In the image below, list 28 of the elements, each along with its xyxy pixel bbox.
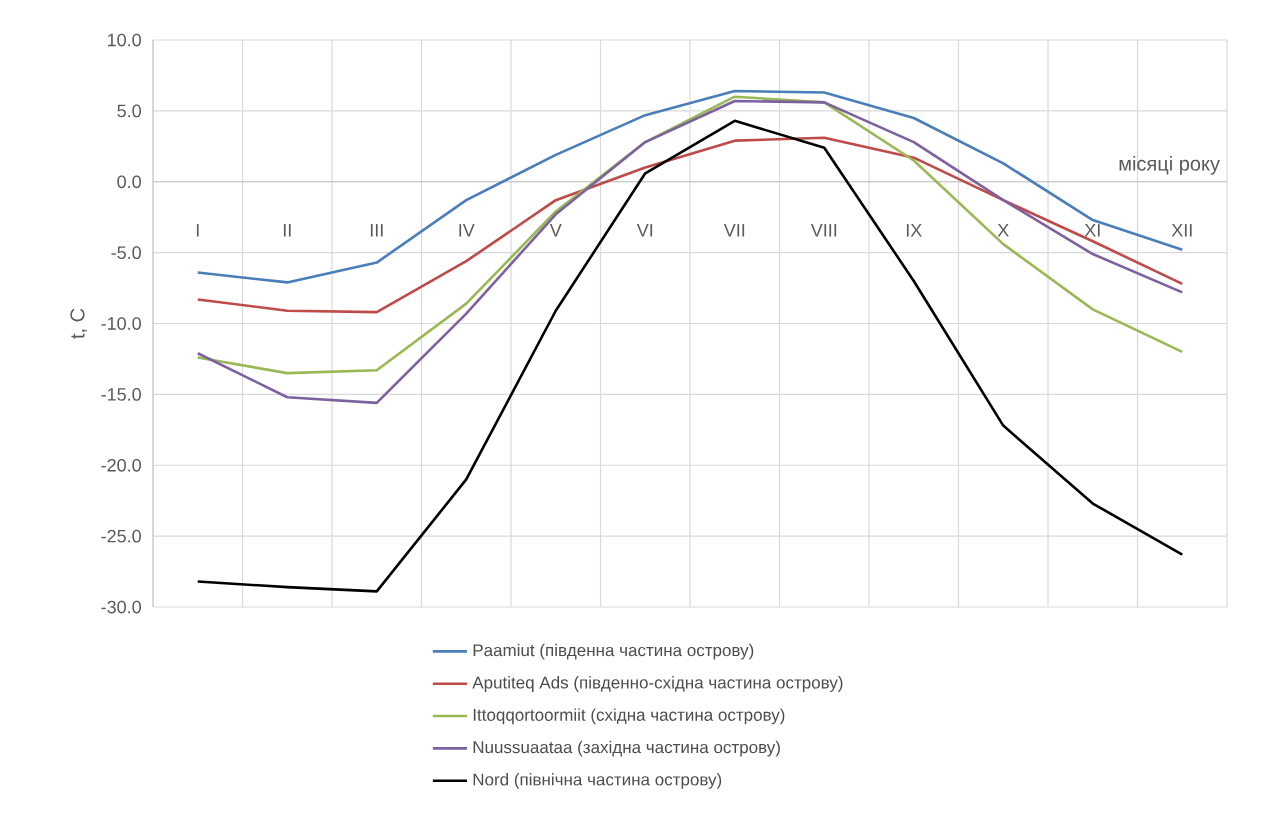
x-tick-label: IV	[459, 224, 475, 237]
y-tick-label: 5.0	[117, 104, 141, 118]
y-tick-label: -25.0	[101, 529, 141, 543]
x-tick-label: X	[997, 224, 1009, 237]
x-tick-label: VI	[636, 224, 653, 237]
legend-label: Nord (північна частина острову)	[473, 773, 722, 789]
x-axis-title: місяці року	[1119, 156, 1220, 175]
y-tick-label: -5.0	[111, 246, 141, 260]
y-tick-label: 10.0	[108, 33, 141, 47]
x-tick-label: XI	[1084, 224, 1100, 237]
x-tick-label: III	[370, 224, 383, 237]
x-tick-label: VII	[723, 224, 745, 237]
x-tick-label: V	[549, 224, 562, 237]
y-tick-label: -20.0	[101, 458, 141, 472]
x-tick-label: IX	[906, 224, 922, 237]
y-tick-label: 0.0	[117, 175, 141, 189]
x-tick-label: XII	[1171, 224, 1192, 237]
legend-label: Paamiut (південна частина острову)	[473, 643, 754, 660]
x-tick-label: VIII	[810, 224, 837, 237]
x-tick-label: I	[196, 224, 199, 237]
legend-label: Aputiteq Ads (південно-східна частина острову)	[472, 676, 843, 692]
x-tick-label: II	[283, 224, 291, 237]
y-tick-label: -30.0	[101, 600, 141, 614]
y-tick-label: -15.0	[101, 388, 141, 401]
legend-label: Ittoqqortoormiit (східна частина острову)	[473, 708, 785, 725]
y-axis-title: t, C	[70, 308, 87, 339]
legend-label: Nuussuaataa (західна частина острову)	[473, 740, 780, 757]
y-tick-label: -10.0	[101, 317, 141, 330]
